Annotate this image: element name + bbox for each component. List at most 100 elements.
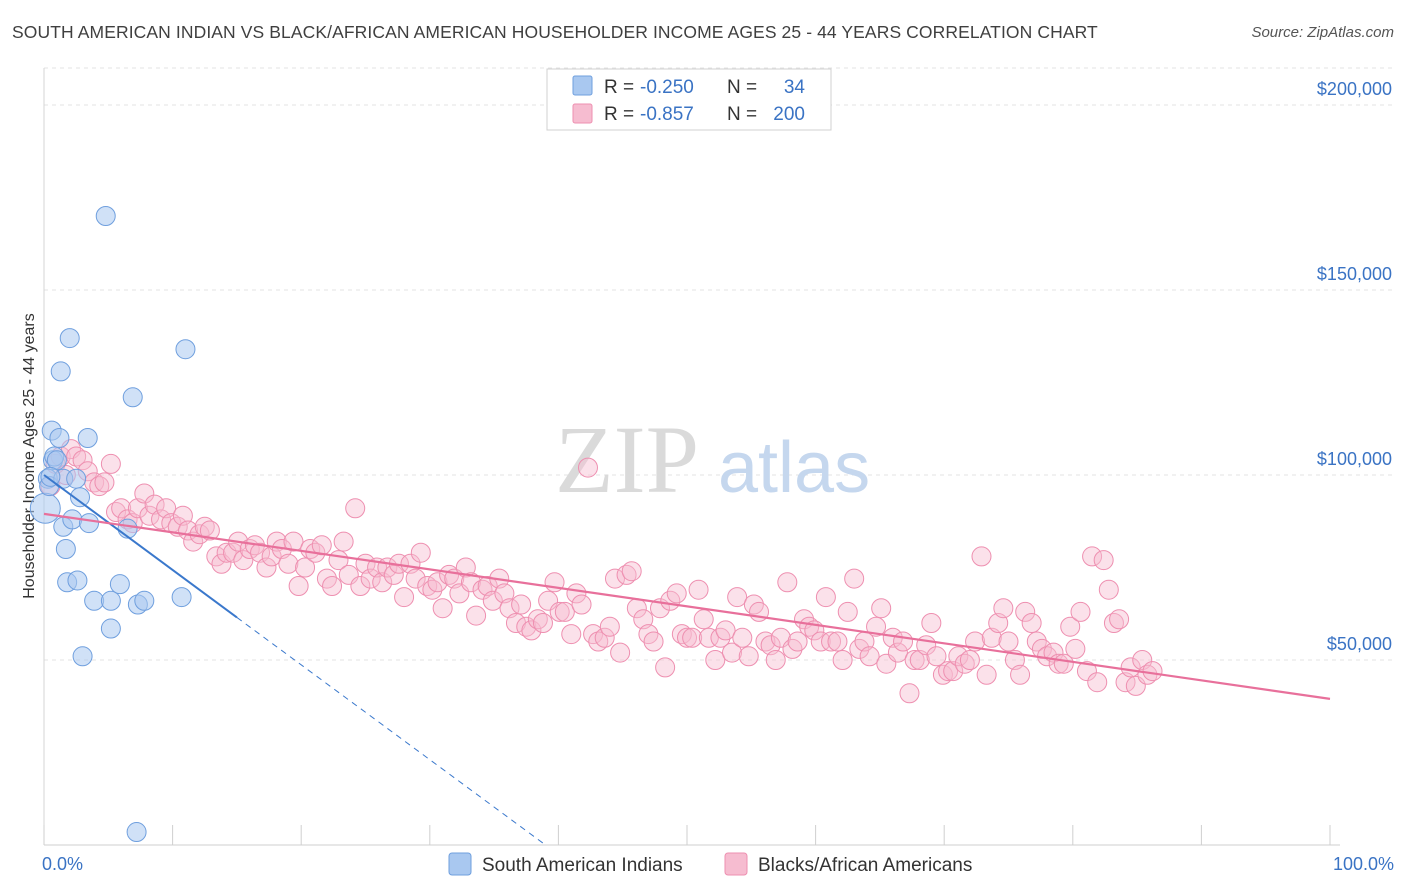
data-point	[278, 553, 299, 574]
data-point	[643, 631, 664, 652]
trend-lines	[43, 474, 1331, 846]
data-point	[1120, 657, 1141, 678]
data-point	[144, 494, 165, 515]
data-point	[139, 505, 160, 526]
data-point	[295, 557, 316, 578]
data-point	[79, 513, 100, 534]
data-point	[175, 339, 196, 360]
data-point	[599, 616, 620, 637]
y-tick-label: $100,000	[1317, 449, 1392, 469]
y-tick-label: $50,000	[1327, 634, 1392, 654]
data-point	[693, 609, 714, 630]
data-point	[199, 520, 220, 541]
legend-n-label-2: N =	[727, 104, 757, 125]
watermark: ZIP atlas	[555, 406, 870, 513]
data-point	[832, 650, 853, 670]
data-point	[655, 657, 676, 678]
trend-line-blue-extension	[236, 617, 546, 846]
data-point	[604, 568, 625, 589]
data-point	[715, 620, 736, 641]
data-point	[677, 627, 697, 648]
data-point	[732, 627, 753, 648]
data-point	[250, 542, 271, 563]
legend-swatch-pink	[572, 103, 593, 124]
data-point	[633, 609, 654, 630]
legend-r-value-1: -0.250	[640, 77, 694, 98]
data-point	[233, 550, 254, 571]
data-point	[460, 572, 481, 593]
data-point	[29, 492, 61, 524]
data-point	[959, 650, 980, 670]
data-point	[921, 613, 942, 633]
data-point	[151, 509, 172, 530]
legend-n-value-2: 200	[773, 104, 805, 125]
data-point	[837, 601, 858, 622]
data-point	[988, 613, 1009, 633]
data-point	[765, 650, 786, 670]
data-point	[422, 579, 443, 600]
data-point	[554, 601, 575, 622]
x-ticks	[43, 825, 1331, 845]
data-point	[77, 428, 98, 448]
bottom-legend-label-blue: South American Indians	[482, 855, 683, 876]
legend-r-label-1: R =	[604, 77, 634, 98]
bottom-legend-swatch-blue	[448, 852, 472, 876]
data-point	[499, 598, 520, 619]
data-point	[926, 646, 947, 667]
data-point	[49, 428, 70, 448]
data-point	[571, 594, 592, 615]
data-point	[722, 642, 743, 663]
data-point	[1098, 579, 1119, 600]
trend-line-pink	[43, 512, 1331, 700]
trend-line-blue	[43, 474, 238, 619]
data-point	[1060, 616, 1081, 637]
legend-frame	[546, 68, 832, 131]
legend-n-label-1: N =	[727, 77, 757, 98]
bottom-legend: South American Indians Blacks/African Am…	[448, 852, 972, 876]
data-point	[400, 553, 421, 574]
data-point	[621, 561, 642, 582]
x-tick-label-left: 0.0%	[42, 854, 83, 874]
data-point	[482, 590, 503, 611]
data-point	[993, 598, 1014, 619]
data-point	[549, 601, 570, 622]
data-point	[288, 576, 309, 596]
data-point	[345, 498, 366, 519]
data-point	[427, 572, 448, 593]
data-point	[511, 594, 532, 615]
data-point	[432, 598, 453, 619]
data-point	[760, 635, 781, 656]
data-point	[844, 568, 865, 589]
data-point	[410, 542, 431, 563]
data-point	[1065, 638, 1086, 659]
data-point	[100, 618, 121, 639]
data-point	[1087, 672, 1108, 693]
data-point	[316, 568, 337, 589]
data-point	[810, 631, 831, 652]
watermark-zip: ZIP	[555, 406, 699, 513]
y-tick-labels: $50,000 $100,000 $150,000 $200,000	[1317, 79, 1392, 654]
grid-lines	[44, 67, 1394, 661]
data-point	[849, 638, 870, 659]
data-point	[688, 579, 709, 600]
data-point	[1082, 546, 1103, 567]
x-tick-label-right: 100.0%	[1333, 854, 1394, 874]
data-point	[55, 539, 76, 559]
data-point	[971, 546, 992, 567]
data-point	[1026, 631, 1047, 652]
data-point	[1132, 650, 1153, 670]
bottom-legend-label-pink: Blacks/African Americans	[758, 855, 972, 876]
legend-box: R = -0.250 N = 34 R = -0.857 N = 200	[546, 68, 832, 131]
data-point	[610, 642, 631, 663]
data-point	[583, 624, 604, 645]
data-point	[738, 646, 759, 667]
data-point	[710, 627, 731, 648]
data-point	[40, 466, 61, 487]
data-point	[532, 613, 553, 633]
data-point	[827, 631, 848, 652]
data-point	[981, 627, 1002, 648]
data-point	[943, 661, 964, 682]
bottom-legend-swatch-pink	[724, 852, 748, 876]
data-point	[666, 583, 687, 604]
data-point	[360, 568, 381, 589]
